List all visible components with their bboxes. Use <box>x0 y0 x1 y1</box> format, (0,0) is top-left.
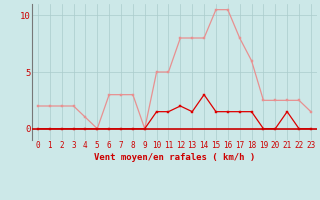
X-axis label: Vent moyen/en rafales ( km/h ): Vent moyen/en rafales ( km/h ) <box>94 153 255 162</box>
